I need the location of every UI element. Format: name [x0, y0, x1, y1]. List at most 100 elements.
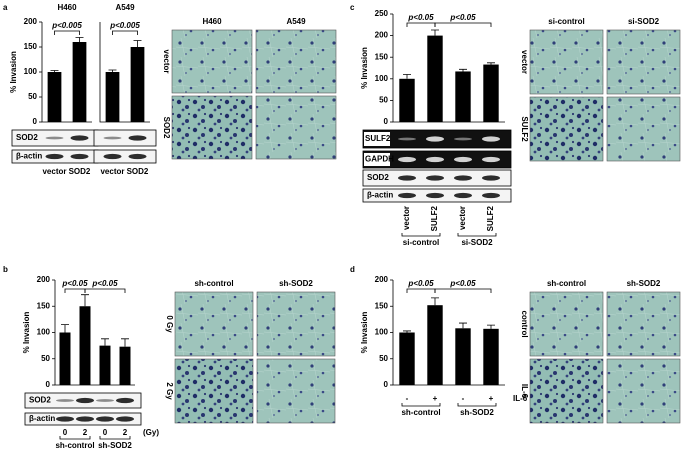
- blot-band: [454, 137, 472, 141]
- x-tick-label: vector: [42, 167, 66, 176]
- group-label: sh-control: [401, 408, 440, 417]
- blot-label: SOD2: [29, 396, 51, 405]
- blot-label: SOD2: [367, 173, 389, 182]
- blot-band: [426, 175, 444, 181]
- bar: [105, 72, 120, 122]
- blot-frame: [93, 149, 157, 164]
- error-bar: [459, 322, 467, 329]
- blot-band: [426, 192, 444, 199]
- significance-bracket: [84, 288, 126, 293]
- image-column-label: si-control: [548, 17, 584, 26]
- image-row-label: control: [520, 310, 529, 337]
- x-tick-label: vector: [100, 167, 124, 176]
- group-label: sh-control: [55, 441, 94, 450]
- x-tick-label: +: [489, 394, 494, 403]
- panel-letter: b: [3, 265, 8, 274]
- blot-label: SULF2: [365, 134, 391, 143]
- image-row-label: SULF2: [520, 116, 529, 142]
- y-tick-label: 200: [37, 275, 51, 284]
- y-tick-label: 50: [379, 354, 388, 363]
- blot-band: [482, 192, 500, 199]
- error-bar: [108, 69, 117, 72]
- blot-band: [103, 153, 122, 160]
- blot-band: [482, 136, 500, 142]
- image-row-label: vector: [520, 50, 529, 74]
- bar: [130, 47, 145, 122]
- micrograph: [171, 95, 253, 160]
- image-row-label: IL-6: [520, 384, 529, 399]
- bar: [99, 345, 111, 385]
- panel-letter: c: [350, 3, 355, 12]
- blot-label: β-actin: [367, 191, 393, 200]
- image-row-label: SOD2: [162, 117, 171, 139]
- x-tick-label: -: [462, 394, 465, 403]
- micrograph: [529, 358, 604, 424]
- image-column-label: sh-control: [547, 279, 586, 288]
- bar: [427, 305, 443, 385]
- x-tick-label: 2: [123, 428, 128, 437]
- blot-label: β-actin: [29, 414, 55, 423]
- error-bar: [459, 68, 467, 72]
- y-tick-label: 100: [24, 67, 38, 76]
- significance-label: p<0.05: [407, 279, 434, 288]
- blot-band: [45, 153, 64, 160]
- blot-band: [426, 136, 444, 142]
- error-bar: [487, 324, 495, 329]
- y-tick-label: 150: [375, 52, 389, 61]
- significance-bracket: [406, 22, 436, 27]
- significance-bracket: [434, 22, 492, 27]
- x-tick-label: SOD2: [69, 167, 91, 176]
- y-tick-label: 50: [41, 354, 50, 363]
- blot-label: GAPDH: [365, 155, 394, 164]
- y-tick-label: 0: [46, 380, 51, 389]
- blot-band: [398, 175, 416, 181]
- bar: [455, 71, 471, 122]
- blot-label: SOD2: [16, 133, 38, 142]
- group-label: si-SOD2: [461, 238, 493, 247]
- y-tick-label: 100: [375, 74, 389, 83]
- group-bracket: [99, 436, 131, 440]
- bar: [427, 35, 443, 122]
- y-tick-label: 0: [384, 380, 389, 389]
- bar: [455, 328, 471, 385]
- blot-band: [76, 416, 94, 422]
- blot-band: [398, 137, 416, 141]
- blot-label: β-actin: [16, 152, 42, 161]
- group-bracket: [401, 233, 441, 237]
- blot-band: [116, 416, 134, 422]
- bar: [47, 72, 62, 122]
- image-row-label: 0 Gy: [165, 315, 174, 333]
- image-column-label: sh-control: [194, 279, 233, 288]
- bar: [399, 332, 415, 385]
- error-bar: [487, 62, 495, 65]
- group-bracket: [59, 436, 91, 440]
- x-tick-label: SULF2: [430, 205, 439, 231]
- y-tick-label: 50: [379, 96, 388, 105]
- bar: [79, 306, 91, 385]
- blot-band: [398, 156, 416, 163]
- bar: [119, 346, 131, 385]
- micrograph: [606, 358, 681, 424]
- error-bar: [50, 70, 59, 72]
- blot-band: [103, 136, 122, 140]
- micrograph: [529, 291, 604, 357]
- x-tick-label: 0: [103, 428, 108, 437]
- blot-band: [454, 175, 472, 181]
- blot-band: [116, 397, 134, 404]
- blot-frame: [93, 129, 157, 147]
- micrograph: [255, 29, 337, 94]
- blot-band: [128, 135, 147, 141]
- y-tick-label: 200: [24, 17, 38, 26]
- significance-label: p<0.05: [91, 279, 118, 288]
- significance-label: p<0.05: [449, 279, 476, 288]
- blot-band: [398, 192, 416, 199]
- micrograph: [606, 291, 681, 357]
- micrograph: [255, 95, 337, 160]
- image-row-label: vector: [162, 49, 171, 73]
- significance-label: p<0.05: [407, 13, 434, 22]
- significance-bracket: [434, 288, 492, 293]
- micrograph: [606, 29, 681, 95]
- panel-letter: a: [3, 3, 8, 12]
- blot-band: [45, 136, 64, 140]
